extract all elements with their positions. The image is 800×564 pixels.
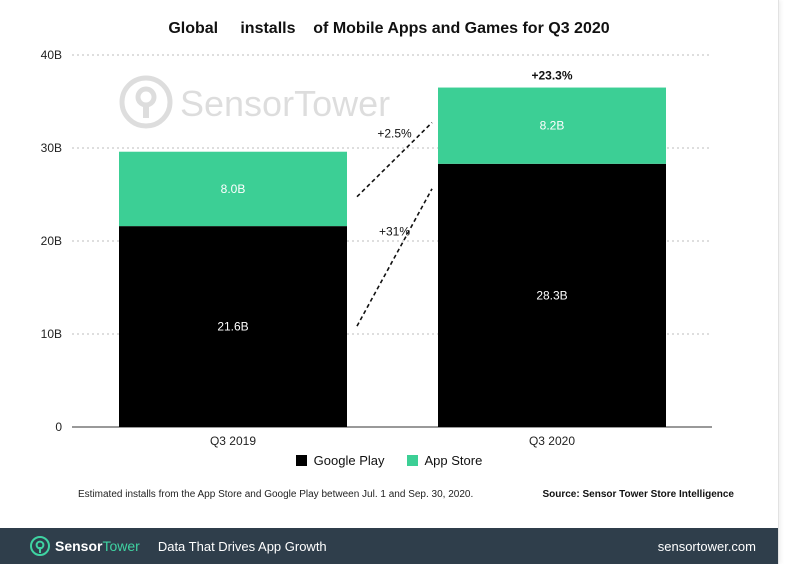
y-tick-label: 10B <box>41 327 62 341</box>
footer-brand: SensorTower <box>55 538 140 554</box>
footer-tagline: Data That Drives App Growth <box>157 538 327 554</box>
legend-label-google-play: Google Play <box>313 453 385 468</box>
watermark-icon <box>119 75 173 129</box>
data-label: 8.2B <box>540 119 565 133</box>
footer-bar: SensorTower Data That Drives App Growth … <box>0 528 778 564</box>
footnote: Estimated installs from the App Store an… <box>78 489 474 500</box>
y-tick-label: 0 <box>55 420 62 434</box>
sensor-tower-logo-icon <box>30 536 50 556</box>
watermark-icon-inner <box>135 86 157 108</box>
legend-swatch-google-play <box>295 455 307 466</box>
legend: Google Play App Store <box>0 453 778 468</box>
x-tick-label: Q3 2020 <box>529 434 575 448</box>
footer-url-link[interactable]: sensortower.com <box>657 538 756 554</box>
watermark-logo: SensorTower <box>119 75 390 129</box>
data-label: 28.3B <box>536 288 567 302</box>
legend-label-app-store: App Store <box>424 453 483 468</box>
source-note: Source: Sensor Tower Store Intelligence <box>542 489 734 500</box>
y-tick-label: 40B <box>41 48 62 62</box>
data-label: 21.6B <box>217 320 248 334</box>
bar-segment <box>119 226 347 427</box>
y-tick-label: 20B <box>41 234 62 248</box>
stacked-bar-chart: SensorTower 0 10B 20B 30B 40B 21.6B 8.0B Q3 2019… <box>41 48 712 448</box>
growth-label: +31% <box>379 224 410 238</box>
watermark-icon-stem <box>143 103 149 118</box>
watermark-text: SensorTower <box>180 83 390 124</box>
growth-connector <box>356 188 433 327</box>
bar-segment <box>438 87 666 164</box>
chart-title: Global installs of Mobile Apps and Games… <box>168 20 610 37</box>
footer-brand-sensor: Sensor <box>55 538 103 554</box>
y-tick-label: 30B <box>41 141 62 155</box>
legend-item-app-store: App Store <box>406 453 483 468</box>
growth-label: +2.5% <box>377 127 412 141</box>
growth-connector <box>356 121 433 198</box>
bar-segment <box>119 151 347 227</box>
bar-segment <box>438 163 666 427</box>
footer-logo[interactable]: SensorTower <box>30 536 140 556</box>
data-label: 8.0B <box>221 182 246 196</box>
total-growth-label: +23.3% <box>531 69 572 83</box>
x-tick-label: Q3 2019 <box>210 434 256 448</box>
footer-brand-tower: Tower <box>102 538 140 554</box>
legend-item-google-play: Google Play <box>295 453 385 468</box>
legend-swatch-app-store <box>406 455 418 466</box>
